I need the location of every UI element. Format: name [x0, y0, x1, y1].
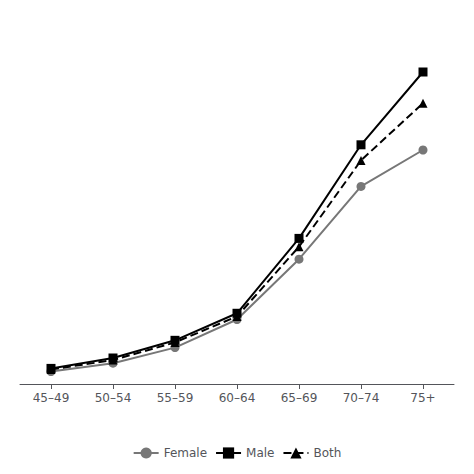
svg-text:55–59: 55–59: [157, 391, 194, 405]
svg-text:60–64: 60–64: [219, 391, 256, 405]
svg-text:75+: 75+: [410, 391, 435, 405]
svg-text:Both: Both: [313, 446, 341, 460]
svg-text:50–54: 50–54: [95, 391, 132, 405]
svg-text:Female: Female: [164, 446, 207, 460]
svg-text:65–69: 65–69: [281, 391, 318, 405]
svg-text:70–74: 70–74: [343, 391, 380, 405]
svg-text:Male: Male: [246, 446, 274, 460]
svg-text:45–49: 45–49: [33, 391, 70, 405]
